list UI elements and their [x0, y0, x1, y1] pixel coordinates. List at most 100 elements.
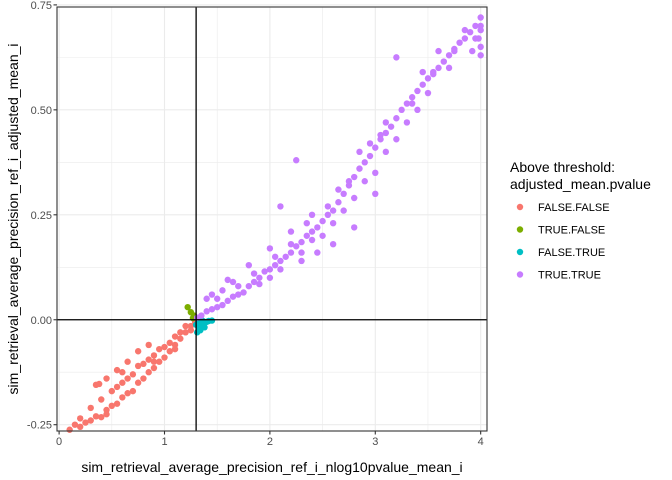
data-point — [419, 68, 426, 76]
data-point — [293, 243, 300, 250]
data-point — [314, 224, 321, 231]
data-point — [219, 301, 226, 309]
data-point — [198, 312, 205, 319]
data-point — [271, 261, 279, 269]
data-point — [187, 327, 195, 334]
data-point — [113, 366, 121, 374]
data-point — [256, 274, 263, 281]
reference-lines — [57, 7, 487, 431]
data-point — [356, 148, 363, 156]
y-tick-label: 0.75 — [31, 0, 52, 12]
data-point — [451, 47, 458, 55]
data-point — [145, 341, 152, 349]
data-point — [351, 224, 358, 231]
data-point — [393, 115, 400, 122]
legend-key — [516, 203, 524, 211]
data-point — [319, 217, 326, 225]
data-point — [103, 375, 110, 382]
data-point — [361, 178, 368, 185]
data-point — [424, 89, 432, 97]
legend-label: FALSE.FALSE — [538, 202, 610, 214]
data-point — [145, 369, 152, 376]
data-point — [393, 136, 400, 143]
data-point — [351, 194, 358, 202]
data-point — [156, 358, 163, 365]
data-point — [98, 396, 105, 403]
data-point — [199, 317, 206, 324]
legend-title-line-1: Above threshold: — [510, 159, 615, 175]
data-point — [214, 303, 221, 311]
x-tick-label: 0 — [56, 436, 62, 448]
data-point — [466, 28, 474, 36]
axis-ticks: 0 1 2 3 4 -0.25 0.00 0.25 0.50 0.75 — [27, 0, 484, 448]
data-point — [208, 317, 216, 324]
data-point — [314, 249, 321, 256]
y-axis-title: sim_retrieval_average_precision_ref_i_ad… — [5, 44, 21, 395]
data-point — [119, 379, 126, 386]
data-point — [219, 287, 226, 294]
data-point — [166, 348, 173, 355]
data-point — [161, 354, 168, 361]
data-point — [140, 360, 147, 368]
data-point — [184, 303, 191, 311]
data-point — [66, 426, 73, 433]
legend-label: FALSE.TRUE — [538, 247, 605, 259]
data-point — [245, 282, 253, 290]
legend-entries: FALSE.FALSE TRUE.FALSE FALSE.TRUE TRUE.TRUE — [516, 202, 610, 282]
data-point — [419, 81, 426, 88]
data-point — [382, 119, 390, 126]
data-point — [235, 282, 242, 290]
data-point — [92, 413, 100, 420]
data-point — [303, 220, 310, 227]
data-point — [129, 371, 137, 378]
data-point — [229, 293, 237, 300]
data-point — [134, 362, 142, 370]
data-point — [266, 274, 274, 281]
data-point — [208, 306, 216, 313]
data-point — [113, 400, 121, 407]
data-point — [372, 169, 379, 177]
y-tick-label: 0.50 — [31, 105, 52, 117]
data-point — [329, 207, 337, 214]
data-point — [308, 228, 316, 235]
data-point — [145, 356, 152, 363]
x-tick-label: 2 — [267, 436, 273, 448]
data-point — [456, 39, 463, 46]
data-point — [201, 324, 208, 331]
data-point — [287, 249, 295, 256]
data-point — [477, 22, 484, 30]
data-point — [340, 207, 347, 214]
data-point — [293, 157, 300, 164]
data-point — [366, 152, 374, 160]
data-point — [87, 404, 94, 412]
data-point — [382, 148, 390, 156]
data-point — [124, 358, 131, 365]
data-point — [150, 364, 158, 372]
data-point — [445, 64, 453, 72]
data-point — [229, 278, 237, 286]
data-point — [345, 178, 353, 185]
data-point — [361, 159, 368, 166]
data-point — [298, 238, 305, 246]
data-point — [414, 106, 421, 114]
data-point — [477, 14, 484, 21]
data-point — [203, 308, 210, 315]
data-point — [166, 339, 173, 347]
data-point — [319, 232, 326, 239]
data-point — [108, 387, 116, 395]
data-point — [140, 375, 147, 382]
data-point — [398, 106, 405, 114]
data-point — [250, 278, 258, 286]
data-point — [71, 421, 79, 428]
data-point — [393, 54, 400, 61]
data-point — [98, 413, 105, 421]
data-point — [214, 295, 221, 302]
data-point — [134, 348, 142, 355]
data-point — [113, 383, 121, 391]
data-point — [124, 390, 131, 397]
data-point — [435, 64, 442, 72]
data-point — [287, 228, 295, 235]
x-tick-label: 4 — [478, 436, 484, 448]
data-point — [408, 100, 416, 107]
